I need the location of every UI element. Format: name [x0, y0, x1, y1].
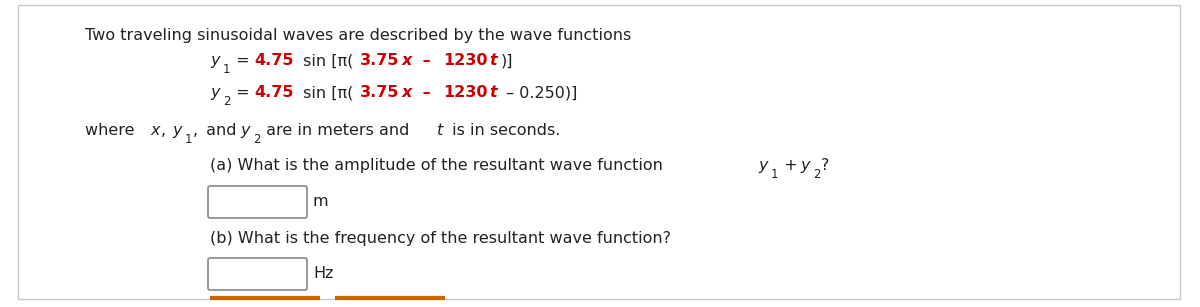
Text: ,: , — [161, 123, 166, 138]
Text: Two traveling sinusoidal waves are described by the wave functions: Two traveling sinusoidal waves are descr… — [85, 28, 631, 43]
Text: are in meters and: are in meters and — [262, 123, 414, 138]
Text: y: y — [758, 158, 768, 173]
Text: 1230: 1230 — [443, 85, 487, 100]
Text: sin [π(: sin [π( — [298, 53, 353, 68]
Text: ?: ? — [821, 158, 829, 173]
Text: x: x — [402, 85, 413, 100]
Text: x: x — [150, 123, 160, 138]
Text: y: y — [210, 85, 220, 100]
Text: y: y — [800, 158, 810, 173]
Text: 1230: 1230 — [443, 53, 487, 68]
Text: 1: 1 — [772, 168, 779, 181]
Text: sin [π(: sin [π( — [298, 85, 353, 100]
Text: where: where — [85, 123, 139, 138]
FancyBboxPatch shape — [208, 258, 307, 290]
FancyBboxPatch shape — [208, 186, 307, 218]
Text: ,: , — [193, 123, 198, 138]
Text: (a) What is the amplitude of the resultant wave function: (a) What is the amplitude of the resulta… — [210, 158, 668, 173]
Text: m: m — [313, 194, 329, 209]
Text: =: = — [230, 53, 254, 68]
Text: –: – — [418, 53, 437, 68]
Text: 1: 1 — [223, 63, 230, 76]
Text: t: t — [490, 85, 497, 100]
Text: 3.75: 3.75 — [360, 53, 400, 68]
Text: (b) What is the frequency of the resultant wave function?: (b) What is the frequency of the resulta… — [210, 231, 671, 246]
Text: 4.75: 4.75 — [254, 85, 294, 100]
Text: =: = — [230, 85, 254, 100]
Text: y: y — [172, 123, 181, 138]
Text: t: t — [490, 53, 497, 68]
Text: y: y — [240, 123, 250, 138]
Text: x: x — [402, 53, 413, 68]
Text: y: y — [210, 53, 220, 68]
Text: 2: 2 — [223, 95, 230, 108]
Text: 2: 2 — [253, 133, 260, 146]
Text: )]: )] — [502, 53, 514, 68]
Text: and: and — [202, 123, 241, 138]
Text: 4.75: 4.75 — [254, 53, 294, 68]
Text: 3.75: 3.75 — [360, 85, 400, 100]
Text: 2: 2 — [814, 168, 821, 181]
Text: –: – — [418, 85, 437, 100]
Text: is in seconds.: is in seconds. — [446, 123, 560, 138]
Text: 1: 1 — [185, 133, 192, 146]
Text: – 0.250)]: – 0.250)] — [502, 85, 577, 100]
Text: t: t — [437, 123, 443, 138]
Text: Hz: Hz — [313, 266, 334, 281]
Text: +: + — [779, 158, 803, 173]
